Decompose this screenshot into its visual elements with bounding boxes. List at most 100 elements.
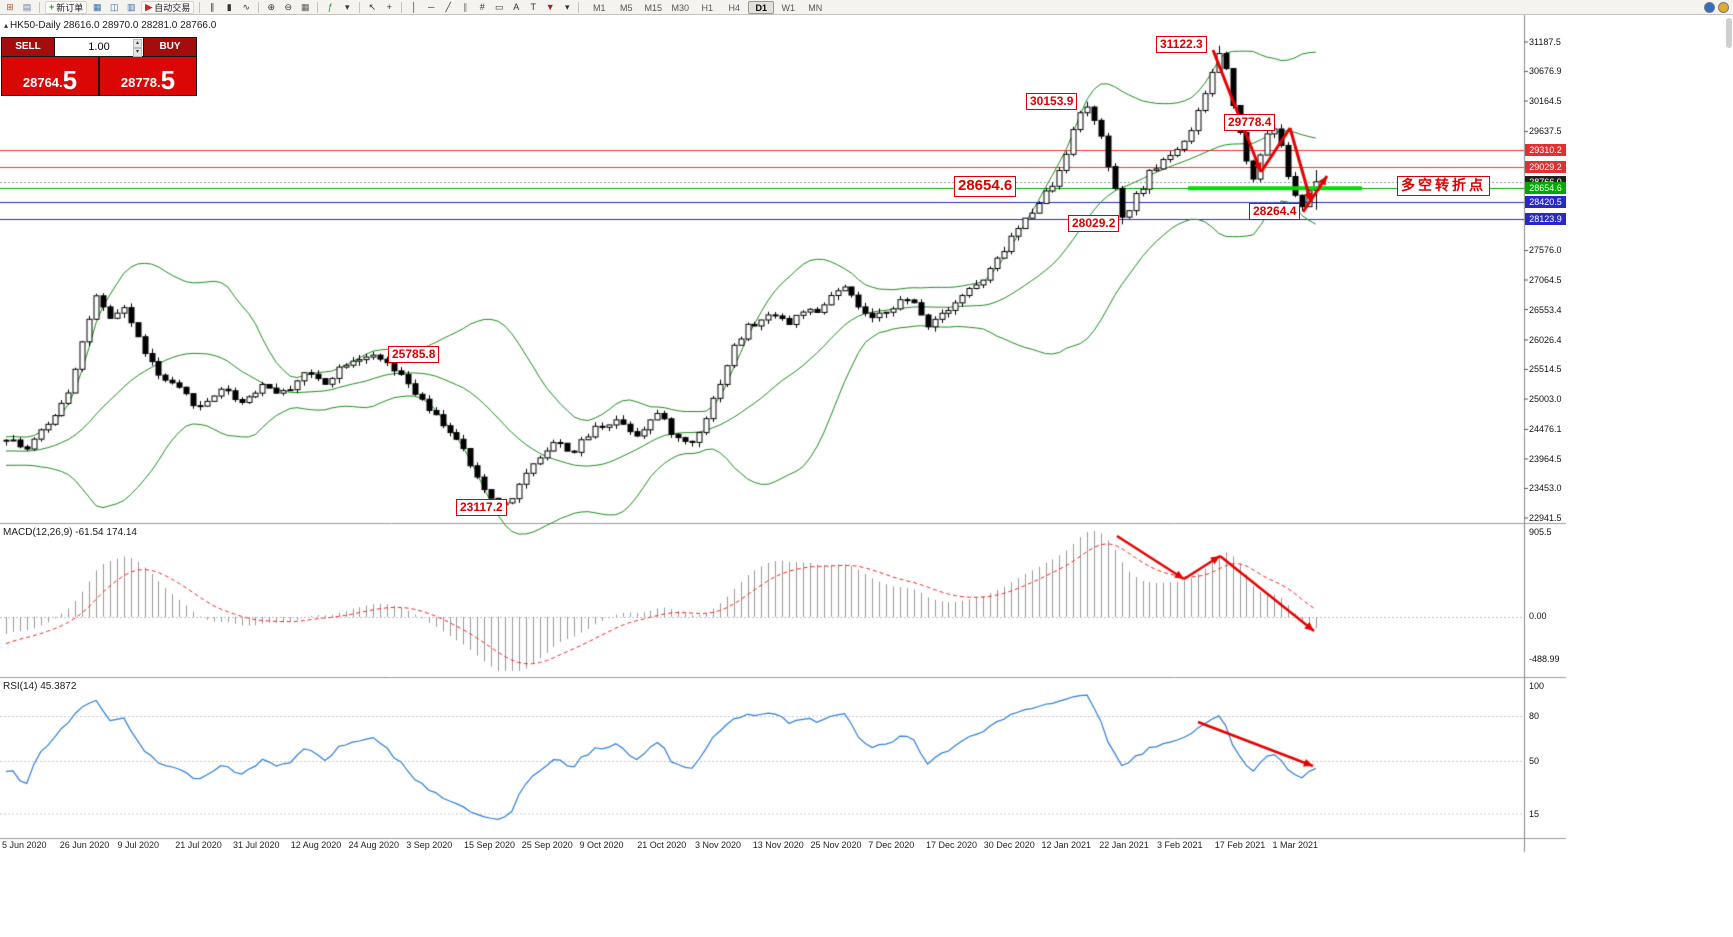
toolbar-separator <box>199 1 201 13</box>
sell-button[interactable]: SELL <box>2 38 54 56</box>
rsi-axis-tick: 50 <box>1529 756 1540 766</box>
timeframe-m1-button[interactable]: M1 <box>592 2 606 13</box>
date-axis-label: 9 Jul 2020 <box>117 840 160 850</box>
indicators-dropdown-icon[interactable]: ▾ <box>344 2 350 12</box>
crosshair-icon[interactable]: + <box>386 2 392 12</box>
toolbar-right <box>1704 1 1731 13</box>
volume-down-icon[interactable]: ▾ <box>133 48 142 57</box>
account-icon-gold[interactable] <box>1718 1 1729 13</box>
text-icon[interactable]: A <box>513 2 520 12</box>
horizontal-line-icon[interactable]: ─ <box>428 2 435 12</box>
volume-value: 1.00 <box>88 41 110 53</box>
vertical-line-icon[interactable]: │ <box>411 2 418 12</box>
volume-up-icon[interactable]: ▴ <box>133 39 142 48</box>
autotrading-button-icon: ▶ <box>145 1 153 12</box>
date-axis-label: 3 Feb 2021 <box>1157 840 1203 850</box>
zoom-in-icon[interactable]: ⊕ <box>267 2 275 12</box>
toolbar-separator <box>317 1 319 13</box>
fibonacci-icon[interactable]: # <box>479 2 485 12</box>
timeframe-d1-button[interactable]: D1 <box>748 0 775 14</box>
chart-annotation[interactable]: 28264.4 <box>1249 203 1301 220</box>
date-axis-label: 3 Sep 2020 <box>406 840 453 850</box>
scrollbar-thumb[interactable] <box>1726 18 1732 48</box>
date-axis-label: 31 Jul 2020 <box>233 840 280 850</box>
rsi-axis-tick: 15 <box>1529 808 1540 819</box>
timeframe-m15-button[interactable]: M15 <box>644 2 662 13</box>
text-label-icon[interactable]: T <box>530 2 536 12</box>
timeframe-mn-button[interactable]: MN <box>808 2 823 13</box>
rsi-name: RSI(14) <box>3 681 38 692</box>
price-axis-tick: 26553.4 <box>1529 304 1562 315</box>
indicators-icon[interactable]: ƒ <box>327 2 333 12</box>
price-axis-tick: 24476.1 <box>1529 424 1562 435</box>
timeframe-m30-button[interactable]: M30 <box>671 2 689 13</box>
objects-dropdown-icon[interactable]: ▾ <box>564 2 570 12</box>
date-axis-label: 22 Jan 2021 <box>1099 840 1149 850</box>
profiles-icon[interactable]: ▤ <box>22 2 32 12</box>
arrows-icon[interactable]: ▼ <box>545 2 555 12</box>
toolbar-separator <box>39 1 40 13</box>
sell-price-button[interactable]: 28764. 5 <box>2 57 98 95</box>
toolbar-separator <box>401 1 403 13</box>
chart-annotation[interactable]: 23117.2 <box>456 499 507 516</box>
chart-annotation[interactable]: 多空转折点 <box>1397 176 1490 196</box>
timeframe-w1-button[interactable]: W1 <box>781 2 795 13</box>
buy-button[interactable]: BUY <box>144 38 196 56</box>
trendline-icon[interactable]: ╱ <box>445 2 451 12</box>
timeframe-h1-button[interactable]: H1 <box>701 2 713 13</box>
new-order-button-icon: + <box>49 2 55 12</box>
account-icon-blue[interactable] <box>1704 1 1715 13</box>
date-axis-label: 21 Oct 2020 <box>637 840 687 850</box>
date-axis-label: 12 Aug 2020 <box>290 840 342 850</box>
macd-label: MACD(12,26,9) -61.54 174.14 <box>3 527 137 538</box>
zoom-out-icon[interactable]: ⊖ <box>284 2 292 12</box>
buy-price-pip: 5 <box>160 65 176 95</box>
volume-input[interactable]: 1.00 ▴ ▾ <box>55 38 143 57</box>
timeframe-m5-button[interactable]: M5 <box>619 2 633 13</box>
tile-windows-icon[interactable]: ▦ <box>300 2 310 12</box>
price-axis-tick: 30676.9 <box>1529 66 1562 77</box>
bar-chart-icon[interactable]: ∥ <box>209 2 215 12</box>
navigator-icon[interactable]: ◫ <box>110 2 119 12</box>
timeframe-h4-button[interactable]: H4 <box>728 2 740 13</box>
chart-annotation[interactable]: 29778.4 <box>1224 114 1276 131</box>
chart-annotation[interactable]: 28029.2 <box>1068 215 1120 232</box>
date-axis-label: 17 Feb 2021 <box>1214 840 1266 850</box>
date-axis-label: 15 Sep 2020 <box>464 840 516 850</box>
chart-annotation[interactable]: 28654.6 <box>954 176 1017 197</box>
date-axis-label: 17 Dec 2020 <box>926 840 978 850</box>
macd-value: -61.54 174.14 <box>75 527 137 538</box>
buy-price-button[interactable]: 28778. 5 <box>100 57 196 95</box>
chart-annotation[interactable]: 31122.3 <box>1156 36 1207 53</box>
macd-axis-tick: -488.99 <box>1529 654 1560 664</box>
autotrading-button-label: 自动交易 <box>154 2 191 13</box>
toolbar-separator <box>258 1 260 13</box>
cursor-icon[interactable]: ↖ <box>368 2 376 12</box>
channel-icon[interactable]: ∥ <box>462 2 468 12</box>
date-axis-label: 26 Jun 2020 <box>59 840 110 850</box>
rsi-axis-tick: 80 <box>1529 711 1540 721</box>
line-chart-icon[interactable]: ∿ <box>242 2 250 12</box>
price-tag: 28123.9 <box>1525 212 1566 225</box>
autotrading-button[interactable]: ▶ 自动交易 <box>141 0 195 14</box>
candlestick-chart-icon[interactable]: ▮ <box>226 2 232 12</box>
shapes-icon[interactable]: ▭ <box>494 2 504 12</box>
chart-title-text: HK50-Daily 28616.0 28970.0 28281.0 28766… <box>10 20 217 31</box>
terminal-icon[interactable]: ▥ <box>127 2 136 12</box>
market-watch-icon[interactable]: ▦ <box>93 2 102 12</box>
macd-axis-tick: 0.00 <box>1529 611 1547 621</box>
macd-name: MACD(12,26,9) <box>3 527 73 538</box>
date-axis-label: 25 Nov 2020 <box>810 840 862 850</box>
date-axis-label: 13 Nov 2020 <box>752 840 804 850</box>
chart-annotation[interactable]: 25785.8 <box>388 346 440 363</box>
toolbar-items: ⊞ ▤ + 新订单 ▦ ◫ ▥ ▶ 自动交易 ∥ ▮ ∿ ⊕ ⊖ ▦ ƒ ▾ ↖ + │ ─ ╱ ∥ # ▭ A T ▼ ▾ <box>2 0 575 14</box>
chart-annotation[interactable]: 30153.9 <box>1026 93 1078 110</box>
price-tag: 29029.2 <box>1525 160 1566 173</box>
new-order-button[interactable]: + 新订单 <box>45 0 88 14</box>
price-axis-tick: 29637.5 <box>1529 126 1562 137</box>
date-axis-label: 12 Jan 2021 <box>1041 840 1092 850</box>
new-chart-icon[interactable]: ⊞ <box>6 2 14 12</box>
main-toolbar: ⊞ ▤ + 新订单 ▦ ◫ ▥ ▶ 自动交易 ∥ ▮ ∿ ⊕ ⊖ ▦ ƒ ▾ ↖ + │ ─ ╱ ∥ # ▭ A T ▼ ▾ M1 M5 M… <box>0 0 1733 15</box>
